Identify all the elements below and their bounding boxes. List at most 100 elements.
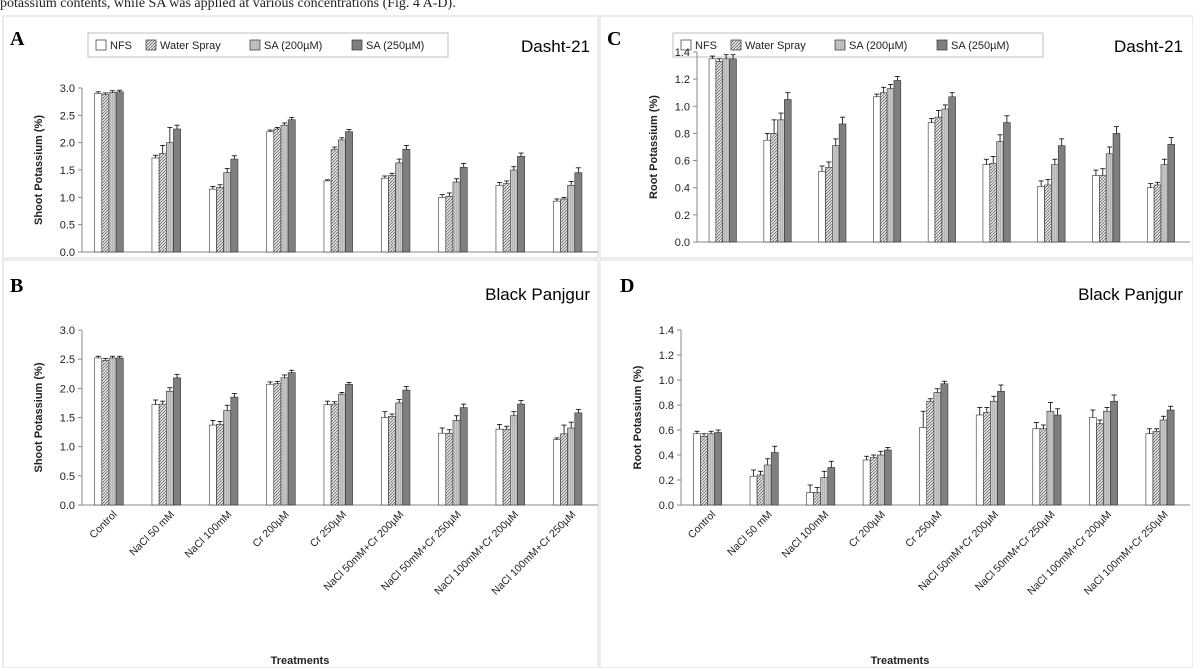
bar (560, 198, 568, 253)
bar (502, 428, 511, 506)
bar (1153, 184, 1162, 243)
y-tick-label: 2.5 (60, 110, 75, 122)
y-tick-label: 0.6 (675, 156, 690, 168)
bar (502, 183, 511, 253)
panel-b: B Black Panjgur 0.0 0.5 1.0 1.5 2.0 2.5 3.0 Shoot… (10, 275, 598, 667)
bar (756, 474, 765, 506)
x-category-label: NaCl 100mM (779, 509, 831, 561)
y-tick-label: 1.2 (659, 350, 674, 362)
legend-label: SA (200µM) (264, 40, 322, 52)
x-axis-title: Treatments (271, 655, 330, 667)
bar (552, 200, 561, 253)
bar (1166, 409, 1175, 506)
bar (495, 428, 504, 506)
bar (749, 475, 758, 506)
bar (230, 396, 239, 506)
legend-label: SA (200µM) (849, 40, 907, 52)
bar (989, 162, 997, 243)
bar (94, 93, 103, 253)
bar (567, 427, 576, 506)
legend-label: Water Spray (745, 40, 806, 52)
panel-frame-b (2, 259, 599, 668)
bar (876, 454, 885, 506)
bar (216, 187, 224, 253)
y-tick-label: 0.2 (675, 210, 690, 222)
bar (445, 195, 454, 253)
bar (714, 432, 723, 506)
bar (280, 377, 289, 506)
legend-swatch (730, 39, 742, 51)
bar (323, 404, 332, 506)
legend-swatch (936, 39, 948, 51)
bar (345, 131, 353, 253)
bar (777, 119, 785, 243)
bar (101, 94, 110, 253)
legend-label: Water Spray (160, 40, 221, 52)
panel-frame-c (599, 15, 1193, 259)
x-category-label: Control (686, 509, 718, 541)
bar (919, 427, 928, 506)
bar (707, 433, 715, 506)
x-category-label: NaCl 50 mM (127, 509, 177, 559)
x-category-label: NaCl 100mM (183, 509, 235, 561)
bar (1089, 417, 1097, 506)
bar (1003, 122, 1011, 243)
bar (101, 360, 110, 506)
bar (115, 357, 124, 506)
panel-a: A Dasht-21 NFS Water Spray SA (200µM) SA (250… (10, 28, 598, 259)
bar (517, 403, 525, 506)
y-tick-label: 1.5 (60, 413, 75, 425)
bar (982, 164, 991, 243)
y-tick-label: 0.8 (675, 128, 690, 140)
legend-swatch (95, 39, 107, 51)
bar (997, 390, 1005, 506)
bar (770, 133, 778, 243)
bar (948, 96, 956, 243)
legend-swatch (834, 39, 846, 51)
y-tick-label: 2.0 (60, 138, 75, 150)
bar (495, 185, 504, 253)
y-tick-label: 0.0 (60, 247, 75, 259)
bar (996, 141, 1004, 243)
bar (1159, 419, 1168, 506)
bar (1146, 187, 1155, 243)
bar (879, 92, 888, 243)
variety-label: Dasht-21 (1114, 37, 1183, 56)
bar (1039, 428, 1048, 506)
bar (893, 80, 902, 243)
y-tick-label: 0.0 (675, 237, 690, 249)
bar (223, 172, 232, 253)
variety-label: Dasht-21 (521, 37, 590, 56)
y-tick-label: 1.0 (659, 375, 674, 387)
bar (1099, 175, 1107, 243)
x-category-label: Cr 250µM (308, 509, 349, 550)
bar (838, 123, 847, 243)
bar (151, 404, 160, 506)
panel-frame-d (599, 259, 1193, 668)
legend-swatch (680, 39, 692, 51)
bar (115, 91, 124, 253)
y-tick-label: 0.6 (659, 425, 674, 437)
y-tick-label: 0.4 (675, 183, 690, 195)
legend-swatch (249, 39, 261, 51)
bar (1037, 186, 1045, 243)
bar (517, 156, 525, 253)
bar (445, 432, 454, 506)
bar (395, 402, 404, 506)
bar (884, 449, 892, 506)
x-category-label: Cr 200µM (250, 509, 291, 550)
bar (708, 58, 717, 243)
y-axis-title: Root Potassium (%) (632, 365, 644, 469)
bar (151, 157, 160, 253)
bar (280, 124, 289, 253)
bar (1160, 164, 1169, 243)
bar (1105, 153, 1114, 243)
bar (886, 88, 895, 243)
bar (337, 393, 346, 506)
y-tick-label: 2.5 (60, 354, 75, 366)
bar (1051, 164, 1059, 243)
legend-label: NFS (110, 40, 132, 52)
bar (1112, 133, 1121, 243)
bar (208, 188, 217, 253)
page-caption: potassium contents, while SA was applied… (0, 0, 456, 11)
